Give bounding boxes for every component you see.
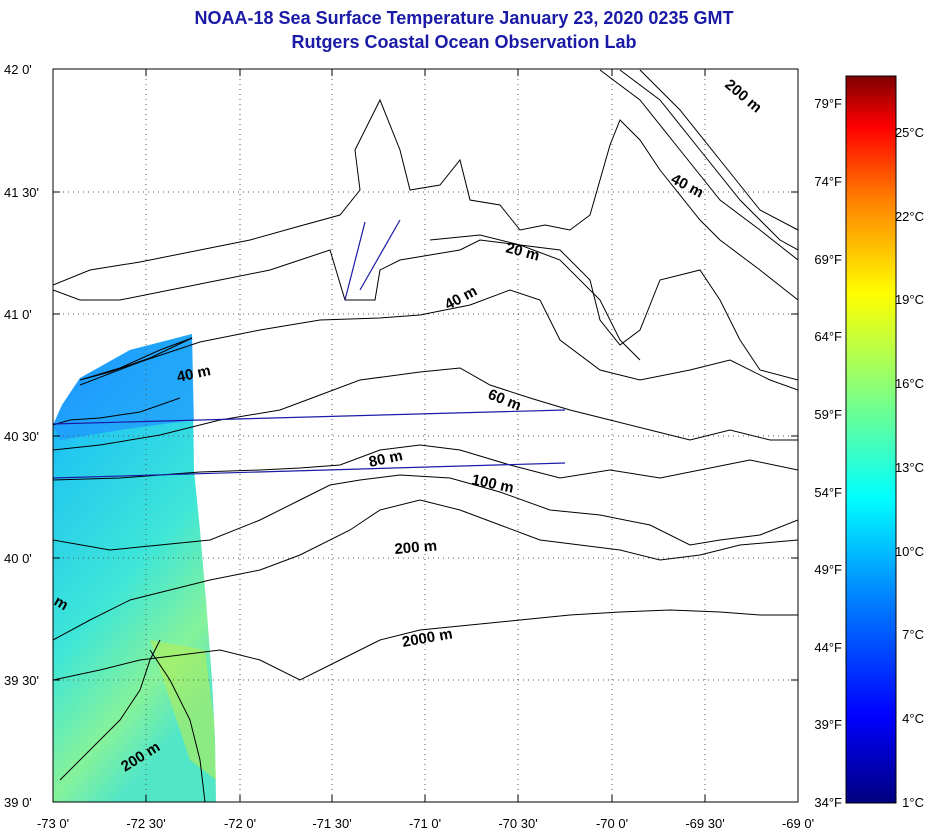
f-label-54: 54°F xyxy=(814,485,842,500)
colorbar-celsius-labels: 25°C 22°C 19°C 16°C 13°C 10°C 7°C 4°C 1°… xyxy=(895,125,924,810)
colorbar-gradient xyxy=(845,75,897,804)
lat-label-39-30: 39 30' xyxy=(4,673,39,688)
lon-label-73-0: -73 0' xyxy=(37,816,69,831)
contour-label-200m-ne: 200 m xyxy=(721,76,765,116)
f-label-64: 64°F xyxy=(814,329,842,344)
f-label-44: 44°F xyxy=(814,640,842,655)
contour-label-80m: 80 m xyxy=(367,447,404,471)
latitude-labels: 42 0' 41 30' 41 0' 40 30' 40 0' 39 30' 3… xyxy=(4,62,39,810)
f-label-34: 34°F xyxy=(814,795,842,810)
lon-label-70-0: -70 0' xyxy=(596,816,628,831)
f-label-39: 39°F xyxy=(814,717,842,732)
c-label-1: 1°C xyxy=(902,795,924,810)
f-label-79: 79°F xyxy=(814,96,842,111)
coastline-and-bathymetry xyxy=(53,69,798,802)
c-label-19: 19°C xyxy=(895,292,924,307)
track-lines xyxy=(52,219,566,479)
c-label-25: 25°C xyxy=(895,125,924,140)
contour-label-100m: 100 m xyxy=(470,471,515,496)
lon-label-71-0: -71 0' xyxy=(409,816,441,831)
contour-label-40m-west: 40 m xyxy=(175,362,212,386)
f-label-59: 59°F xyxy=(814,407,842,422)
lat-label-41-30: 41 30' xyxy=(4,185,39,200)
contour-label-200m-mid: 200 m xyxy=(394,537,438,558)
lat-label-39-0: 39 0' xyxy=(4,795,32,810)
f-label-74: 74°F xyxy=(814,174,842,189)
contour-label-60m: 60 m xyxy=(486,386,524,415)
contour-label-2000m: 2000 m xyxy=(401,625,454,651)
c-label-13: 13°C xyxy=(895,460,924,475)
lon-label-72-30: -72 30' xyxy=(126,816,165,831)
sst-swath xyxy=(53,334,216,802)
frame-ticks xyxy=(53,69,798,802)
lat-label-40-0: 40 0' xyxy=(4,551,32,566)
c-label-7: 7°C xyxy=(902,627,924,642)
colorbar-fahrenheit-labels: 79°F 74°F 69°F 64°F 59°F 54°F 49°F 44°F … xyxy=(814,96,842,810)
longitude-labels: -73 0' -72 30' -72 0' -71 30' -71 0' -70… xyxy=(37,816,814,831)
c-label-10: 10°C xyxy=(895,544,924,559)
chart-title: NOAA-18 Sea Surface Temperature January … xyxy=(194,8,734,28)
chart-subtitle: Rutgers Coastal Ocean Observation Lab xyxy=(291,32,637,52)
lon-label-72-0: -72 0' xyxy=(224,816,256,831)
f-label-69: 69°F xyxy=(814,252,842,267)
contour-label-40m-mid: 40 m xyxy=(442,282,480,313)
c-label-22: 22°C xyxy=(895,209,924,224)
lon-label-69-0: -69 0' xyxy=(782,816,814,831)
contour-label-20m: 20 m xyxy=(504,239,541,264)
lat-label-42-0: 42 0' xyxy=(4,62,32,77)
lat-label-41-0: 41 0' xyxy=(4,307,32,322)
colorbar: 79°F 74°F 69°F 64°F 59°F 54°F 49°F 44°F … xyxy=(814,75,924,810)
lon-label-70-30: -70 30' xyxy=(498,816,537,831)
lon-label-71-30: -71 30' xyxy=(312,816,351,831)
c-label-16: 16°C xyxy=(895,376,924,391)
lon-label-69-30: -69 30' xyxy=(685,816,724,831)
f-label-49: 49°F xyxy=(814,562,842,577)
c-label-4: 4°C xyxy=(902,711,924,726)
lat-label-40-30: 40 30' xyxy=(4,429,39,444)
